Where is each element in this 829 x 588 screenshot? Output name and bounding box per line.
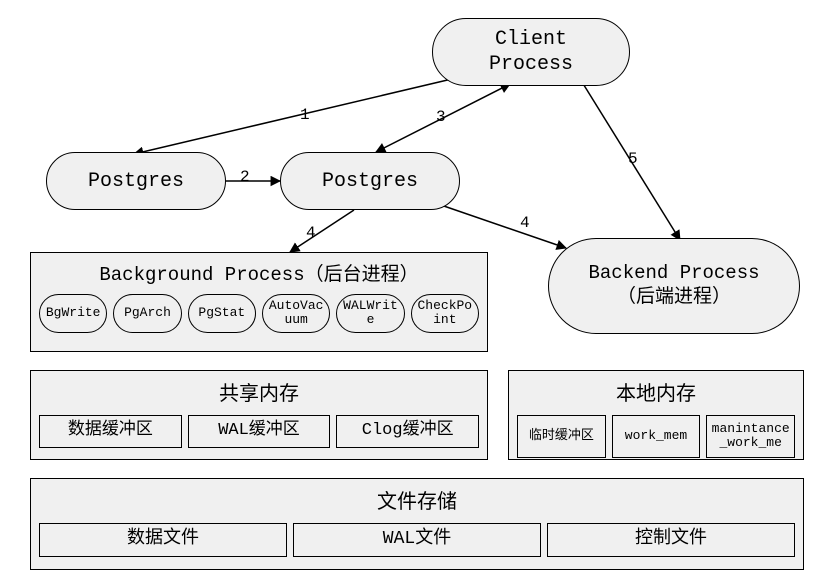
edge-label-e5: 5: [628, 150, 638, 168]
edge-label-e2: 2: [240, 168, 250, 186]
sub-row: 数据缓冲区WAL缓冲区Clog缓冲区: [31, 411, 487, 456]
sub-item: 数据文件: [39, 523, 287, 557]
node-client-process: ClientProcess: [432, 18, 630, 86]
sub-item: CheckPoint: [411, 294, 479, 333]
sub-item: PgArch: [113, 294, 181, 333]
container-background-process: Background Process（后台进程） BgWritePgArchPg…: [30, 252, 488, 352]
sub-item: WAL文件: [293, 523, 541, 557]
sub-item: 临时缓冲区: [517, 415, 606, 458]
edge-label-e3: 3: [436, 108, 446, 126]
container-title: 共享内存: [219, 371, 299, 411]
sub-item: manintance_work_me: [706, 415, 795, 458]
edge-e4b: [438, 204, 566, 248]
edge-label-e1: 1: [300, 106, 310, 124]
sub-item: AutoVacuum: [262, 294, 330, 333]
sub-item: 数据缓冲区: [39, 415, 182, 448]
node-label: Backend Process（后端进程）: [588, 262, 759, 310]
edge-label-e4b: 4: [520, 214, 530, 232]
node-postgres-1: Postgres: [46, 152, 226, 210]
node-label: Postgres: [322, 169, 418, 194]
edge-e1: [134, 78, 456, 154]
sub-item: WAL缓冲区: [188, 415, 331, 448]
container-title: 文件存储: [377, 479, 457, 519]
node-backend-process: Backend Process（后端进程）: [548, 238, 800, 334]
sub-row: BgWritePgArchPgStatAutoVacuumWALWriteChe…: [31, 290, 487, 341]
sub-item: BgWrite: [39, 294, 107, 333]
sub-row: 临时缓冲区work_memmanintance_work_me: [509, 411, 803, 466]
container-title: Background Process（后台进程）: [99, 253, 418, 290]
sub-row: 数据文件WAL文件控制文件: [31, 519, 803, 565]
node-label: Postgres: [88, 169, 184, 194]
sub-item: PgStat: [188, 294, 256, 333]
sub-item: Clog缓冲区: [336, 415, 479, 448]
container-shared-memory: 共享内存 数据缓冲区WAL缓冲区Clog缓冲区: [30, 370, 488, 460]
edge-label-e4a: 4: [306, 224, 316, 242]
sub-item: WALWrite: [336, 294, 404, 333]
edge-e4a: [290, 210, 354, 252]
sub-item: work_mem: [612, 415, 701, 458]
container-file-storage: 文件存储 数据文件WAL文件控制文件: [30, 478, 804, 570]
node-label: ClientProcess: [489, 27, 573, 77]
container-title: 本地内存: [616, 371, 696, 411]
container-local-memory: 本地内存 临时缓冲区work_memmanintance_work_me: [508, 370, 804, 460]
node-postgres-2: Postgres: [280, 152, 460, 210]
sub-item: 控制文件: [547, 523, 795, 557]
